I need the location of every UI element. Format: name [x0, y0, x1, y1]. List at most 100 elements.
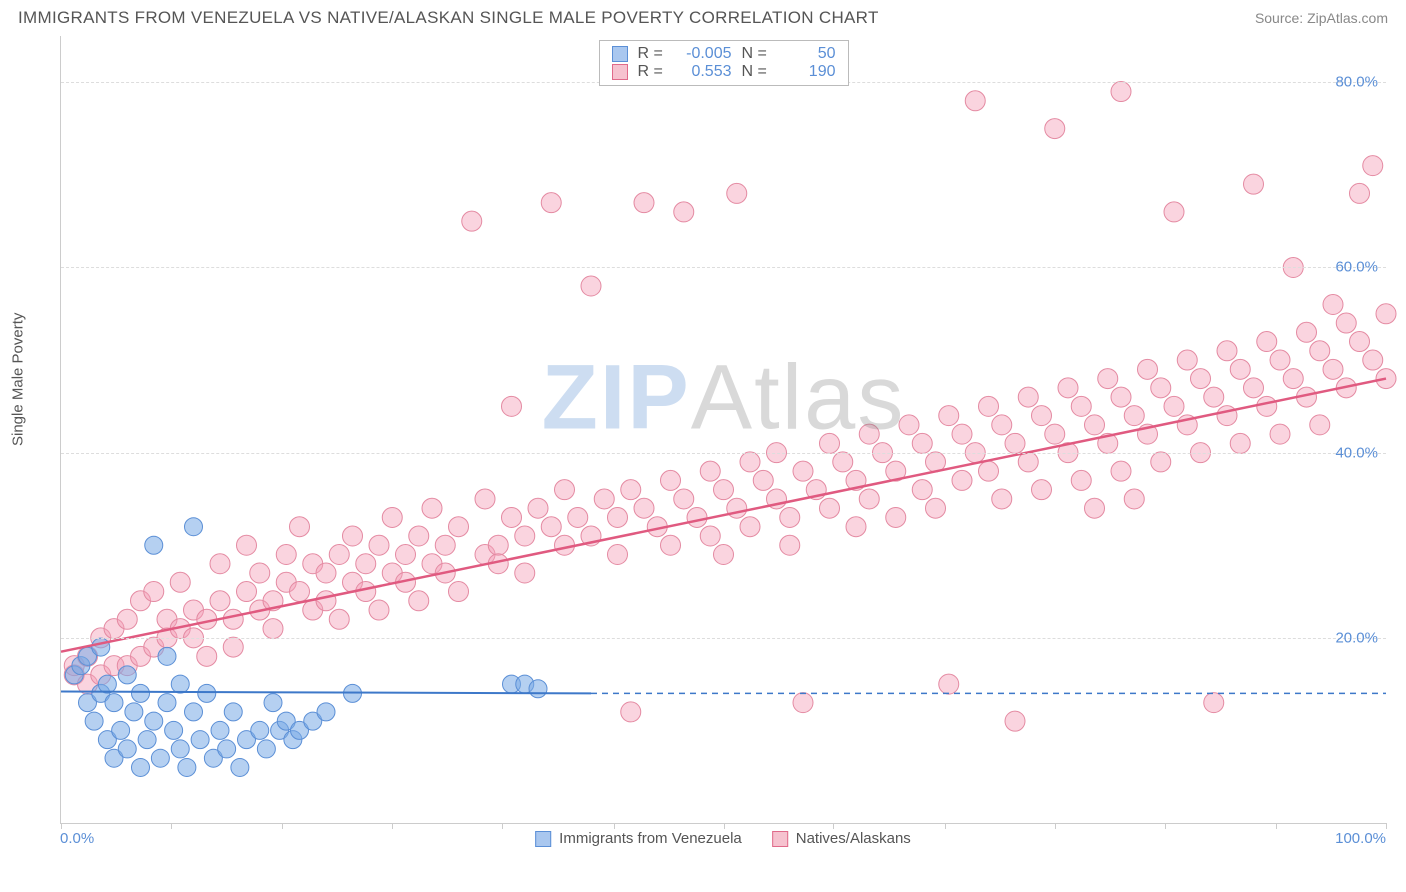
scatter-point	[224, 703, 242, 721]
scatter-point	[939, 406, 959, 426]
gridline	[61, 638, 1386, 639]
y-axis-label: Single Male Poverty	[10, 313, 27, 446]
x-axis-max-label: 100.0%	[1335, 830, 1386, 847]
scatter-point	[846, 517, 866, 537]
scatter-point	[528, 498, 548, 518]
legend-swatch	[612, 46, 628, 62]
scatter-point	[1204, 387, 1224, 407]
scatter-point	[1032, 406, 1052, 426]
scatter-point	[145, 536, 163, 554]
scatter-point	[117, 609, 137, 629]
x-axis-labels: 0.0% Immigrants from VenezuelaNatives/Al…	[60, 824, 1386, 852]
scatter-point	[1283, 369, 1303, 389]
gridline	[61, 453, 1386, 454]
scatter-point	[608, 544, 628, 564]
scatter-point	[185, 703, 203, 721]
scatter-point	[1257, 332, 1277, 352]
scatter-point	[740, 517, 760, 537]
scatter-point	[859, 424, 879, 444]
scatter-point	[1045, 119, 1065, 139]
legend-n-label: N =	[742, 45, 770, 63]
scatter-point	[515, 526, 535, 546]
scatter-point	[1071, 470, 1091, 490]
scatter-point	[1045, 424, 1065, 444]
scatter-point	[1323, 295, 1343, 315]
legend-r-value: -0.005	[676, 45, 732, 63]
scatter-point	[250, 563, 270, 583]
scatter-point	[952, 470, 972, 490]
scatter-point	[1270, 424, 1290, 444]
scatter-point	[1018, 387, 1038, 407]
scatter-point	[899, 415, 919, 435]
scatter-point	[926, 498, 946, 518]
scatter-point	[674, 489, 694, 509]
scatter-point	[1111, 82, 1131, 102]
chart-header: IMMIGRANTS FROM VENEZUELA VS NATIVE/ALAS…	[0, 0, 1406, 32]
scatter-point	[992, 489, 1012, 509]
scatter-point	[700, 526, 720, 546]
scatter-point	[912, 480, 932, 500]
scatter-point	[138, 731, 156, 749]
scatter-point	[264, 694, 282, 712]
scatter-point	[409, 526, 429, 546]
scatter-point	[608, 507, 628, 527]
scatter-point	[210, 591, 230, 611]
scatter-point	[356, 554, 376, 574]
legend-r-label: R =	[638, 63, 666, 81]
scatter-point	[1058, 378, 1078, 398]
scatter-point	[158, 647, 176, 665]
correlation-legend-box: R =-0.005N =50R =0.553N =190	[599, 40, 849, 86]
scatter-point	[369, 600, 389, 620]
scatter-point	[112, 721, 130, 739]
legend-r-label: R =	[638, 45, 666, 63]
scatter-point	[886, 507, 906, 527]
scatter-point	[105, 694, 123, 712]
scatter-point	[594, 489, 614, 509]
scatter-point	[191, 731, 209, 749]
scatter-point	[475, 489, 495, 509]
scatter-point	[158, 694, 176, 712]
scatter-point	[1336, 313, 1356, 333]
scatter-point	[1323, 359, 1343, 379]
x-axis-min-label: 0.0%	[60, 830, 94, 847]
scatter-point	[952, 424, 972, 444]
scatter-point	[316, 563, 336, 583]
scatter-point	[700, 461, 720, 481]
chart-title: IMMIGRANTS FROM VENEZUELA VS NATIVE/ALAS…	[18, 8, 879, 28]
scatter-point	[634, 498, 654, 518]
scatter-point	[793, 461, 813, 481]
scatter-point	[1297, 322, 1317, 342]
legend-swatch	[772, 831, 788, 847]
scatter-point	[674, 202, 694, 222]
scatter-point	[780, 507, 800, 527]
scatter-point	[151, 749, 169, 767]
scatter-point	[165, 721, 183, 739]
legend-n-value: 50	[780, 45, 836, 63]
scatter-point	[687, 507, 707, 527]
scatter-point	[1244, 378, 1264, 398]
scatter-point	[409, 591, 429, 611]
legend-n-value: 190	[780, 63, 836, 81]
scatter-point	[98, 675, 116, 693]
scatter-point	[634, 193, 654, 213]
scatter-point	[714, 544, 734, 564]
scatter-point	[223, 609, 243, 629]
x-tick	[1386, 823, 1387, 829]
scatter-point	[449, 582, 469, 602]
scatter-point	[833, 452, 853, 472]
y-tick-label: 60.0%	[1335, 259, 1378, 276]
scatter-point	[1310, 341, 1330, 361]
y-tick-label: 20.0%	[1335, 629, 1378, 646]
legend-swatch	[612, 64, 628, 80]
bottom-legend-item: Immigrants from Venezuela	[535, 830, 742, 847]
scatter-point	[329, 544, 349, 564]
scatter-point	[992, 415, 1012, 435]
scatter-point	[276, 544, 296, 564]
scatter-point	[621, 702, 641, 722]
scatter-point	[1363, 350, 1383, 370]
scatter-point	[198, 684, 216, 702]
legend-r-value: 0.553	[676, 63, 732, 81]
scatter-point	[820, 433, 840, 453]
scatter-point	[290, 582, 310, 602]
scatter-point	[1071, 396, 1091, 416]
